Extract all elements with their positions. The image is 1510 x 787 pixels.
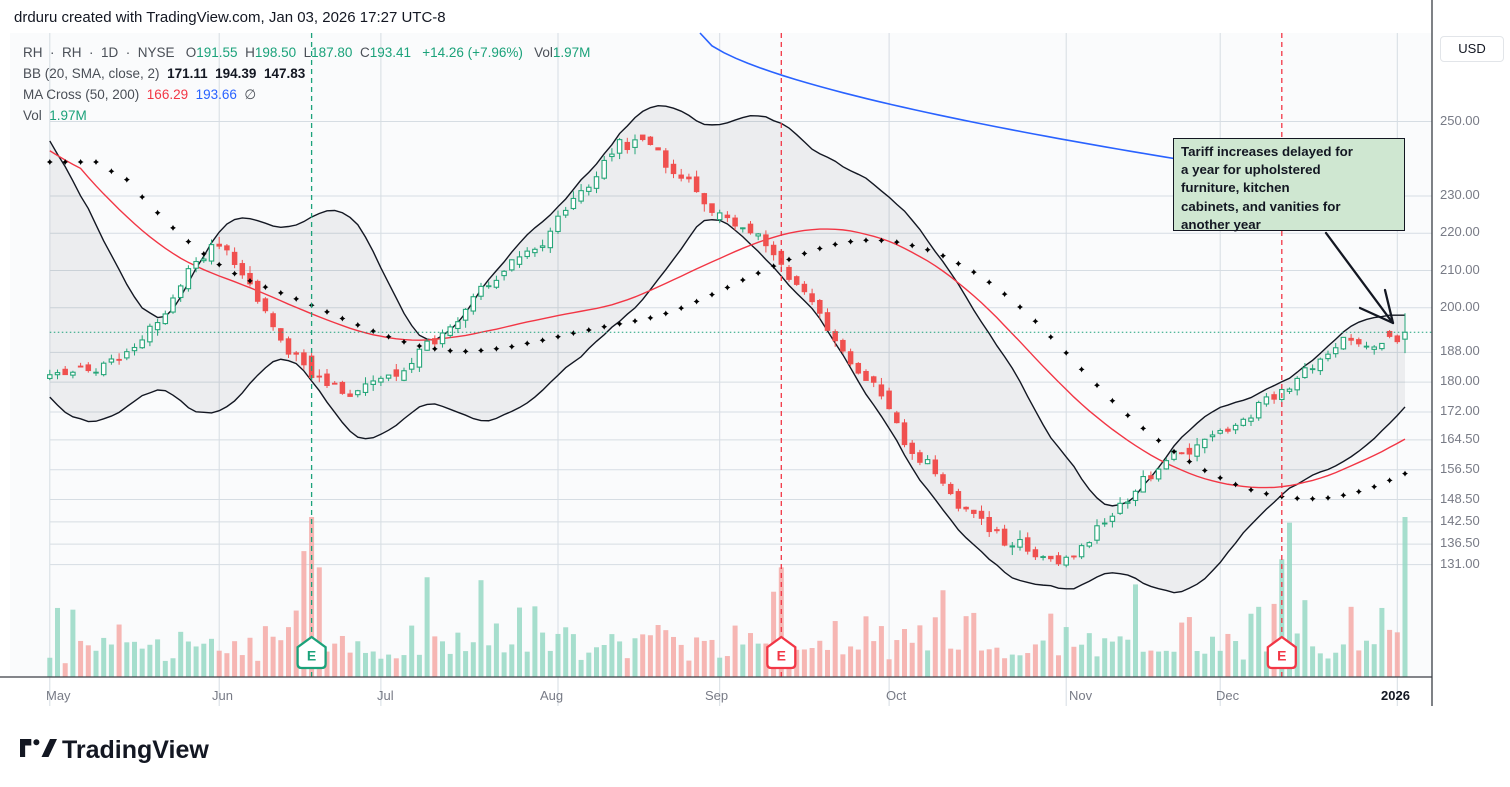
svg-text:E: E [1277, 648, 1286, 664]
svg-text:E: E [777, 648, 786, 664]
svg-text:E: E [307, 648, 316, 664]
